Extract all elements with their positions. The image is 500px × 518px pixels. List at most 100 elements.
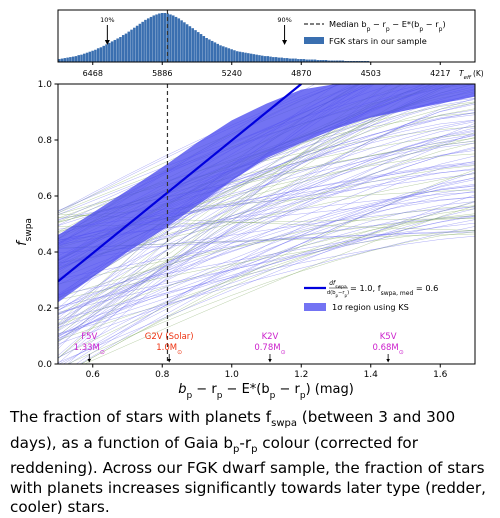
x-axis-tick-label: 0.6: [86, 370, 101, 380]
histogram-bar: [175, 17, 178, 62]
histogram-bar: [228, 48, 231, 62]
y-axis-tick-label: 0.0: [38, 360, 53, 370]
histogram-bar: [69, 57, 72, 62]
histogram-bar: [66, 58, 69, 62]
histogram-bar: [164, 13, 167, 62]
histogram-bar: [83, 54, 86, 62]
histogram-bar: [205, 38, 208, 62]
histogram-bar: [264, 56, 267, 62]
histogram-bar: [244, 53, 247, 62]
histogram-bar: [161, 13, 164, 62]
histogram-bar: [172, 15, 175, 62]
histogram-bar: [80, 55, 83, 62]
histogram-bar: [194, 30, 197, 62]
histogram-bar: [278, 58, 281, 62]
legend-band-swatch: [304, 303, 326, 311]
histogram-bar: [136, 26, 139, 62]
spectral-type-label: F5V: [81, 332, 97, 342]
stellar-mass-label: 0.68M⊙: [372, 343, 403, 356]
histogram-bar: [153, 15, 156, 62]
p10-label: 10%: [100, 16, 114, 24]
histogram-bar: [280, 58, 283, 62]
histogram-bar: [178, 18, 181, 62]
top-axis-label: Teff(K): [459, 69, 484, 81]
x-axis-tick-label: 1.0: [225, 370, 240, 380]
histogram-bar: [258, 55, 261, 62]
histogram-bar: [125, 34, 128, 62]
y-axis-tick-label: 0.4: [38, 248, 53, 258]
histogram-bar: [86, 53, 89, 62]
top-axis-tick-label: 4217: [430, 69, 450, 78]
histogram-bar: [139, 24, 142, 62]
spectral-type-label: K5V: [380, 332, 397, 342]
histogram-bar: [158, 13, 161, 62]
top-axis-tick-label: 4503: [361, 69, 381, 78]
histogram-panel: 10% 90% Median bp − rp − E*(bp − rp) FGK…: [58, 10, 484, 81]
histogram-bar: [102, 46, 105, 62]
y-axis-tick-label: 0.2: [38, 304, 52, 314]
legend-band-label: 1σ region using KS: [332, 302, 409, 312]
histogram-bar: [61, 59, 64, 62]
x-axis-tick-label: 1.6: [433, 370, 448, 380]
histogram-bar: [94, 50, 97, 62]
stellar-mass-label: 1.0M⊙: [156, 343, 182, 356]
spectral-type-label: K2V: [262, 332, 279, 342]
histogram-bar: [222, 46, 225, 62]
histogram-bar: [75, 56, 78, 62]
histogram-bar: [239, 52, 242, 62]
histogram-bar: [219, 45, 222, 62]
histogram-bar: [122, 35, 125, 62]
stellar-mass-label: 0.78M⊙: [254, 343, 285, 356]
histogram-bar: [200, 34, 203, 62]
histogram-bar: [216, 44, 219, 62]
histogram-bar: [130, 30, 133, 62]
spectral-type-annotation: G2V (Solar)1.0M⊙: [145, 332, 194, 363]
histogram-bar: [250, 54, 253, 62]
histogram-bar: [255, 55, 258, 62]
histogram-bar: [108, 43, 111, 62]
histogram-bar: [241, 52, 244, 62]
histogram-bar: [105, 44, 108, 62]
legend-sample-label: FGK stars in our sample: [329, 36, 427, 46]
y-axis-ticks: 0.00.20.40.60.81.0: [38, 80, 58, 370]
histogram-bar: [133, 28, 136, 62]
histogram-bar: [236, 51, 239, 62]
histogram-bar: [197, 32, 200, 62]
histogram-bar: [114, 40, 117, 62]
x-axis-tick-label: 1.4: [364, 370, 379, 380]
histogram-bar: [128, 32, 131, 62]
svg-text:d(bp−rp): d(bp−rp): [327, 290, 349, 298]
histogram-bar: [91, 51, 94, 62]
histogram-bar: [289, 59, 292, 62]
histogram-bar: [203, 36, 206, 62]
histogram-bar: [208, 39, 211, 62]
top-axis-tick-label: 6468: [83, 69, 103, 78]
p10-marker: 10%: [100, 16, 114, 45]
histogram-bar: [183, 22, 186, 62]
x-axis-tick-label: 1.2: [294, 370, 308, 380]
histogram-bar: [77, 55, 80, 62]
histogram-bar: [286, 58, 289, 62]
histogram-bar: [64, 58, 67, 62]
histogram-bar: [272, 57, 275, 62]
histogram-legend: Median bp − rp − E*(bp − rp) FGK stars i…: [304, 19, 446, 46]
histogram-bar: [214, 42, 217, 62]
histogram-bar: [119, 37, 122, 62]
y-axis-tick-label: 0.6: [38, 192, 53, 202]
histogram-bar: [211, 41, 214, 62]
top-axis-tick-label: 4870: [291, 69, 311, 78]
histogram-bar: [169, 14, 172, 62]
histogram-bar: [247, 53, 250, 62]
histogram-bar: [253, 54, 256, 62]
histogram-bar: [189, 26, 192, 62]
histogram-bar: [283, 58, 286, 62]
histogram-bar: [100, 47, 103, 62]
histogram-bar: [150, 17, 153, 62]
p90-marker: 90%: [277, 16, 291, 45]
spectral-arrowhead: [268, 359, 272, 363]
svg-text:= 1.0, fswpa, med = 0.6: = 1.0, fswpa, med = 0.6: [350, 283, 438, 297]
figure: 10% 90% Median bp − rp − E*(bp − rp) FGK…: [0, 0, 500, 400]
